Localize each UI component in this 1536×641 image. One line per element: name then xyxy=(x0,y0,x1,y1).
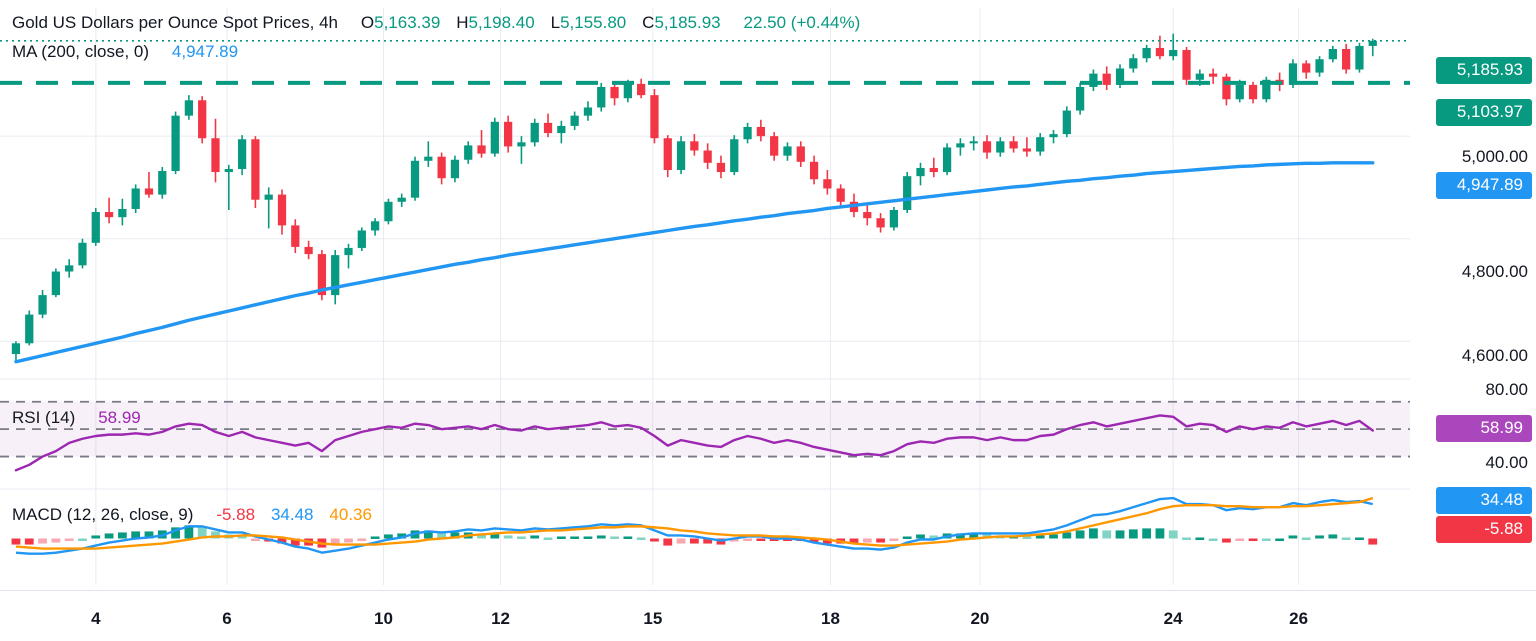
x-axis-tick-18: 18 xyxy=(821,609,840,628)
macd-hist-badge[interactable]: -5.88 xyxy=(1436,516,1532,543)
rsi-value-badge[interactable]: 58.99 xyxy=(1436,415,1532,442)
price-axis-label-4600: 4,600.00 xyxy=(1461,346,1528,365)
x-axis-tick-15: 15 xyxy=(643,609,663,628)
rsi-axis-label-40: 40.00 xyxy=(1485,453,1528,472)
macd-line-badge[interactable]: 34.48 xyxy=(1436,487,1532,514)
x-axis-divider xyxy=(0,590,1536,591)
level-price-badge[interactable]: 5,103.97 xyxy=(1436,99,1532,126)
x-axis-tick-6: 6 xyxy=(222,609,232,628)
price-axis-label-4800: 4,800.00 xyxy=(1461,262,1528,281)
x-axis-tick-4: 4 xyxy=(91,609,101,628)
x-axis-tick-24: 24 xyxy=(1163,609,1183,628)
last-price-badge[interactable]: 5,185.93 xyxy=(1436,57,1532,84)
x-axis-tick-26: 26 xyxy=(1289,609,1309,628)
x-axis-tick-20: 20 xyxy=(970,609,990,628)
price-axis-label-5000: 5,000.00 xyxy=(1461,147,1528,166)
rsi-axis-label-80: 80.00 xyxy=(1485,380,1528,399)
ma-price-badge[interactable]: 4,947.89 xyxy=(1436,172,1532,199)
x-axis-tick-10: 10 xyxy=(374,609,393,628)
x-axis-tick-12: 12 xyxy=(491,609,511,628)
